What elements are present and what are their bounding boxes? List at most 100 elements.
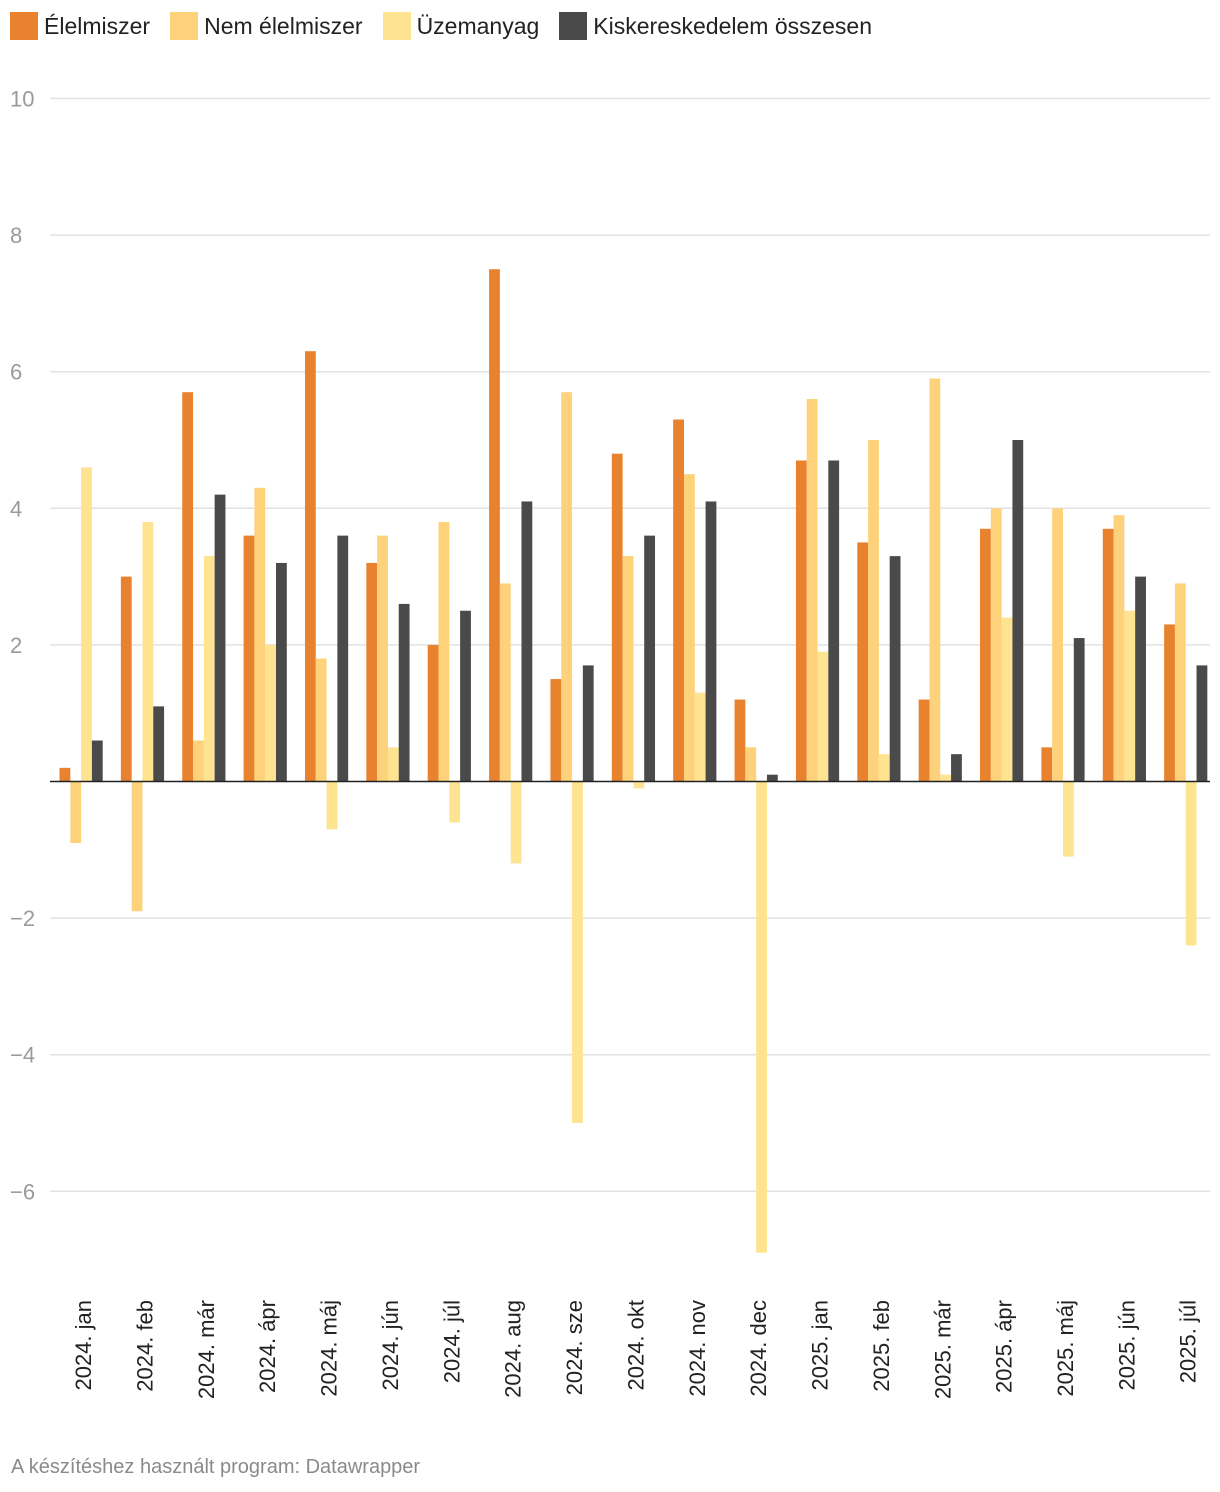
footer-credit: A készítéshez használt program: Datawrap…: [11, 1456, 421, 1478]
x-tick-label: 2024. okt: [623, 1300, 648, 1391]
legend-label: Nem élelmiszer: [204, 12, 363, 39]
legend-swatch: [170, 12, 199, 40]
x-tick-label: 2024. júl: [439, 1300, 464, 1383]
x-tick-label: 2024. máj: [317, 1300, 342, 1397]
x-tick-label: 2024. jan: [71, 1300, 96, 1391]
bar: [91, 740, 103, 782]
x-tick-label: 2025. már: [930, 1300, 955, 1399]
bar: [806, 399, 818, 782]
bar: [734, 699, 746, 782]
bar: [929, 378, 941, 782]
x-tick-label: 2024. ápr: [255, 1300, 280, 1393]
bar: [828, 460, 840, 782]
bar: [1012, 440, 1024, 782]
legend-item-nem-elelmiszer: Nem élelmiszer: [170, 12, 363, 40]
bar: [59, 767, 71, 782]
x-tick-label: 2025. feb: [869, 1300, 894, 1392]
y-tick-label: 4: [10, 496, 22, 521]
legend-item-elelmiszer: Élelmiszer: [10, 12, 150, 40]
legend-swatch: [382, 12, 411, 40]
x-tick-label: 2024. aug: [501, 1300, 526, 1398]
bar: [857, 542, 869, 782]
bar: [980, 528, 991, 782]
bar: [766, 774, 778, 782]
bar: [918, 699, 930, 782]
bar: [489, 269, 500, 782]
bar: [940, 774, 952, 782]
bar: [1135, 576, 1146, 782]
bar: [673, 419, 684, 782]
bar: [326, 781, 338, 830]
bar: [1001, 617, 1013, 782]
y-tick-label: 10: [10, 87, 34, 112]
legend-label: Kiskereskedelem összesen: [593, 12, 872, 39]
bar: [337, 535, 349, 782]
bar: [1062, 781, 1074, 857]
x-tick-label: 2025. jún: [1114, 1300, 1139, 1391]
x-tick-label: 2024. dec: [746, 1300, 771, 1397]
bar: [1073, 638, 1085, 782]
bar: [611, 453, 623, 782]
bar: [460, 610, 471, 782]
x-tick-label: 2025. máj: [1053, 1300, 1078, 1397]
y-tick-label: 6: [10, 360, 22, 385]
bar: [990, 508, 1002, 782]
x-tick-label: 2024. feb: [132, 1300, 157, 1392]
bar: [510, 781, 522, 864]
bar: [1102, 528, 1114, 782]
bar-chart: 10 8 6 4 2 −2 −4 −6 2024. jan 2024. feb 2024. már 2…: [10, 87, 1210, 1399]
bar: [182, 392, 194, 782]
bar: [878, 754, 890, 782]
bar: [694, 692, 706, 782]
bar: [193, 740, 204, 782]
bar: [622, 556, 634, 782]
bar: [1174, 583, 1186, 782]
bar: [366, 562, 378, 782]
bar: [265, 644, 277, 782]
bar: [1052, 508, 1063, 782]
y-tick-label: −4: [10, 1043, 35, 1068]
bar: [683, 474, 695, 782]
x-tick-label: 2025. ápr: [992, 1300, 1017, 1393]
bar: [550, 679, 562, 782]
x-tick-label: 2024. már: [194, 1300, 219, 1399]
bar: [644, 535, 656, 782]
bar: [387, 747, 399, 782]
bar: [1113, 515, 1125, 782]
bar: [795, 460, 807, 782]
bar: [120, 576, 132, 782]
bar: [817, 651, 829, 782]
bar: [131, 781, 143, 912]
bar: [438, 521, 450, 782]
bar: [521, 501, 533, 782]
bar: [449, 781, 461, 823]
y-tick-label: −2: [10, 906, 35, 931]
bar: [315, 658, 327, 782]
bar: [1124, 610, 1136, 782]
bar: [254, 487, 266, 782]
bar: [582, 665, 594, 782]
x-tick-label: 2024. jún: [378, 1300, 403, 1391]
legend-item-kiskereskedelem: Kiskereskedelem összesen: [559, 12, 872, 40]
y-tick-label: 8: [10, 223, 22, 248]
bar: [745, 747, 757, 782]
bar: [398, 603, 410, 782]
x-tick-label: 2024. nov: [685, 1300, 710, 1397]
y-tick-label: −6: [10, 1179, 35, 1204]
legend-swatch: [559, 12, 588, 40]
bar: [81, 467, 92, 782]
bar: [889, 556, 901, 782]
bar: [427, 644, 439, 782]
bar: [1041, 747, 1053, 782]
bar: [1185, 781, 1197, 946]
bar: [633, 781, 645, 789]
bar: [705, 501, 717, 782]
bar: [203, 556, 215, 782]
bar: [499, 583, 511, 782]
legend-label: Üzemanyag: [416, 12, 540, 39]
bar: [377, 535, 388, 782]
bar: [304, 351, 316, 782]
bar: [951, 754, 962, 782]
x-tick-label: 2025. júl: [1176, 1300, 1201, 1383]
x-tick-label: 2025. jan: [808, 1300, 833, 1391]
